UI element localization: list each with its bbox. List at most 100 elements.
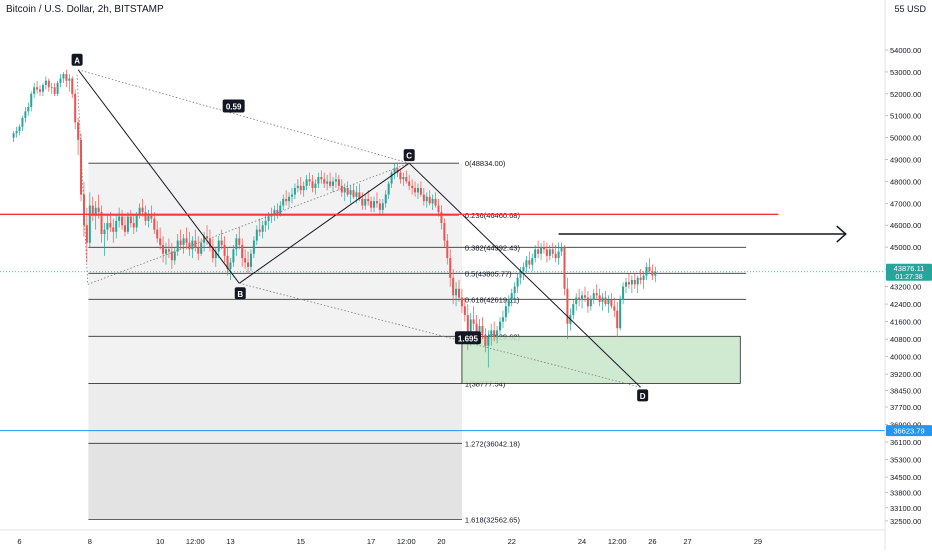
candle-body	[399, 172, 402, 180]
candle-body	[648, 266, 651, 272]
candle-body	[545, 249, 548, 256]
price-tick-label: 34500.00	[890, 473, 921, 482]
candle-body	[551, 249, 554, 254]
candle-body	[636, 277, 639, 285]
candle-body	[384, 194, 387, 204]
candle-body	[501, 317, 504, 322]
candle-body	[358, 192, 361, 199]
price-tick-label: 36900.00	[890, 421, 921, 430]
candle-body	[589, 299, 592, 307]
candle-body	[472, 319, 475, 324]
fib-level-label: 1(38777.54)	[465, 379, 506, 388]
candle-body	[59, 78, 62, 83]
candle-body	[627, 282, 630, 285]
candles-layer	[12, 69, 657, 368]
time-tick-label: 8	[88, 537, 92, 546]
candle-body	[15, 131, 18, 134]
pattern-point-label: C	[406, 152, 412, 161]
candle-body	[252, 240, 255, 254]
pattern-leg	[77, 69, 240, 284]
candle-body	[370, 201, 373, 208]
price-line-label: 36623.79	[893, 427, 924, 436]
candle-body	[364, 198, 367, 206]
candle-body	[50, 87, 53, 89]
candle-body	[255, 229, 258, 241]
currency-label: 55 USD	[894, 4, 926, 14]
candle-body	[548, 249, 551, 256]
candle-body	[337, 179, 340, 186]
candle-body	[296, 185, 299, 189]
candle-body	[65, 74, 68, 81]
candle-body	[375, 201, 378, 204]
candle-body	[91, 205, 94, 215]
candle-body	[290, 194, 293, 197]
candle-body	[24, 111, 27, 118]
time-tick-label: 26	[648, 537, 656, 546]
candle-body	[560, 247, 563, 252]
candle-body	[126, 216, 129, 232]
candle-body	[334, 179, 337, 182]
candle-body	[267, 216, 270, 221]
candle-body	[592, 293, 595, 300]
candle-body	[349, 190, 352, 195]
candle-body	[21, 117, 24, 127]
price-tick-label: 45000.00	[890, 243, 921, 252]
projection-arrow-head	[836, 225, 847, 243]
candle-body	[651, 271, 654, 276]
candle-body	[285, 198, 288, 202]
candle-body	[258, 229, 261, 232]
pattern-point-label: B	[237, 290, 243, 299]
candle-body	[88, 205, 91, 243]
candle-body	[153, 218, 156, 230]
candle-body	[431, 198, 434, 204]
candle-body	[361, 198, 364, 206]
time-tick-label: 17	[367, 537, 375, 546]
candle-body	[109, 223, 112, 228]
candle-body	[557, 251, 560, 259]
candle-body	[238, 238, 241, 245]
candle-body	[367, 198, 370, 202]
pattern-point-badge	[234, 287, 246, 300]
candle-body	[516, 277, 519, 287]
candle-body	[598, 295, 601, 302]
target-zone-layer	[461, 335, 741, 384]
candle-body	[355, 192, 358, 197]
price-tick-label: 32500.00	[890, 517, 921, 526]
candle-body	[537, 249, 540, 254]
pattern-point-badge	[637, 389, 649, 402]
candle-body	[115, 220, 118, 232]
price-tick-label: 49000.00	[890, 156, 921, 165]
candle-body	[642, 275, 645, 280]
candle-body	[217, 240, 220, 252]
candle-body	[249, 253, 252, 267]
candle-body	[211, 247, 214, 259]
candle-body	[135, 214, 138, 228]
candle-body	[68, 78, 71, 81]
pattern-point-badge	[71, 53, 83, 66]
fib-shade-layer	[88, 163, 462, 520]
candle-body	[343, 188, 346, 193]
pattern-point-label: A	[74, 56, 80, 65]
candle-body	[542, 247, 545, 250]
candle-body	[47, 80, 50, 88]
price-tick-label: 54000.00	[890, 46, 921, 55]
pattern-leg	[238, 162, 410, 284]
candle-body	[220, 240, 223, 245]
candle-body	[317, 177, 320, 184]
candle-body	[595, 293, 598, 296]
fib-shade-mid	[88, 383, 462, 444]
candle-body	[41, 85, 44, 92]
candle-body	[74, 93, 77, 123]
candle-body	[206, 236, 209, 239]
candle-body	[446, 240, 449, 259]
candle-body	[332, 181, 335, 186]
candle-body	[223, 244, 226, 256]
price-tick-label: 43200.00	[890, 283, 921, 292]
candle-body	[416, 188, 419, 193]
candle-body	[232, 249, 235, 263]
candle-body	[408, 181, 411, 186]
level-lines-layer	[0, 213, 885, 432]
candle-body	[390, 172, 393, 184]
candle-body	[463, 306, 466, 316]
